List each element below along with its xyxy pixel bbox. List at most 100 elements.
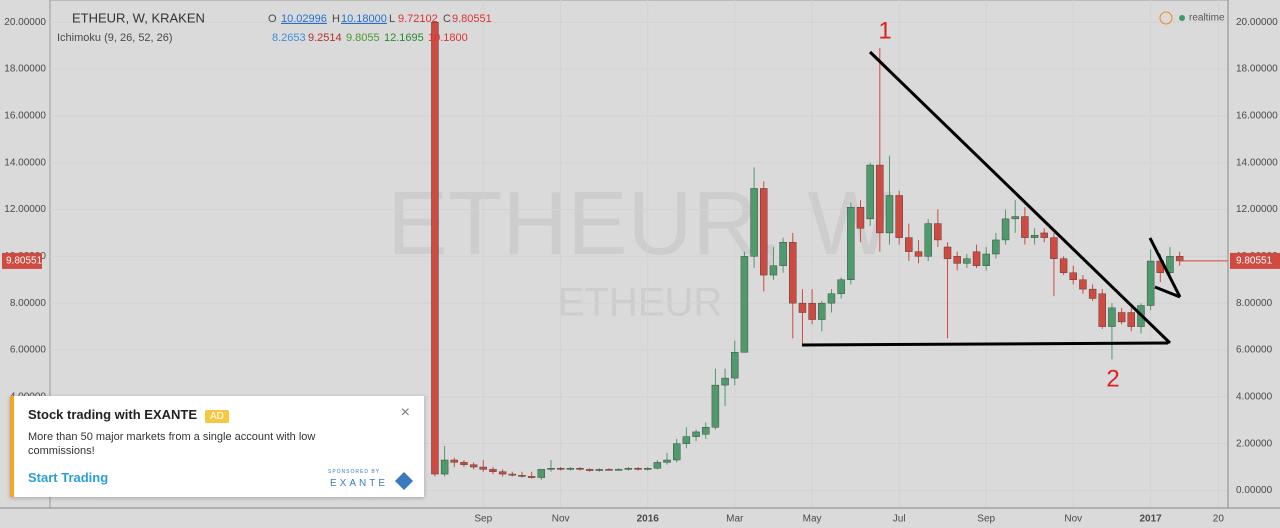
candle-body xyxy=(450,459,458,463)
candle-body xyxy=(711,384,720,428)
candle-body xyxy=(856,206,865,229)
candle-body xyxy=(1127,312,1135,327)
ohlc-label: C xyxy=(443,13,451,25)
price-tag-label: 9.80551 xyxy=(6,256,43,267)
close-button[interactable]: × xyxy=(400,404,410,421)
candle-body xyxy=(556,468,565,470)
candle-body xyxy=(595,469,604,471)
y-tick-label: 20.00000 xyxy=(4,17,46,28)
candle-body xyxy=(953,256,961,264)
candle-body xyxy=(1088,288,1097,299)
y-tick-label: 6.00000 xyxy=(1236,345,1273,356)
axes: 0.000000.000002.000002.000004.000004.000… xyxy=(2,17,1280,525)
candle-body xyxy=(740,256,749,353)
candle-body xyxy=(847,206,855,280)
candle-body xyxy=(537,469,546,478)
indicator-value: 9.8055 xyxy=(346,32,380,44)
candle-body xyxy=(934,223,942,241)
warning-icon[interactable] xyxy=(1159,11,1173,25)
brand: EXANTE xyxy=(329,478,388,489)
candle-body xyxy=(518,475,526,477)
candle-body xyxy=(527,476,536,478)
candle-body xyxy=(972,251,981,266)
y-tick-label: 4.00000 xyxy=(1236,391,1273,402)
x-tick-label: Nov xyxy=(552,514,570,525)
indicator-value: 10.1800 xyxy=(428,32,468,44)
y-tick-label: 16.00000 xyxy=(1236,111,1278,122)
trend-line xyxy=(1154,285,1181,299)
candle-body xyxy=(837,279,845,294)
candle-body xyxy=(469,464,478,468)
candle-body xyxy=(1059,258,1068,273)
candle-body xyxy=(702,427,710,435)
candle-body xyxy=(479,466,487,470)
candle-body xyxy=(508,473,517,476)
y-tick-label: 8.00000 xyxy=(10,298,47,309)
indicator-value: 12.1695 xyxy=(384,32,424,44)
ad-badge: AD xyxy=(205,410,229,423)
candle-body xyxy=(1146,260,1155,306)
y-tick-label: 12.00000 xyxy=(4,204,46,215)
y-tick-label: 16.00000 xyxy=(4,111,46,122)
candle-body xyxy=(943,246,952,259)
candle-body xyxy=(963,258,971,264)
x-tick-label: Sep xyxy=(977,514,995,525)
candle-body xyxy=(1079,279,1087,290)
annotation: 1 xyxy=(878,17,891,44)
trend-line xyxy=(868,50,1172,345)
status-dot xyxy=(1179,15,1185,21)
candle-body xyxy=(1069,272,1077,280)
brand-logo xyxy=(394,471,414,491)
x-tick-label: 2016 xyxy=(637,514,660,525)
candle-body xyxy=(692,431,700,437)
candle-body xyxy=(682,436,691,444)
ohlc-label: H xyxy=(332,13,340,25)
y-tick-label: 6.00000 xyxy=(10,345,47,356)
x-tick-label: Mar xyxy=(726,514,744,525)
candle-body xyxy=(460,462,468,465)
candle-body xyxy=(1166,256,1174,273)
y-tick-label: 2.00000 xyxy=(1236,438,1273,449)
candle-body xyxy=(876,164,884,234)
candle-body xyxy=(585,469,594,471)
candle-body xyxy=(644,468,652,470)
candle-body xyxy=(798,302,807,313)
indicator-value: 9.2514 xyxy=(308,32,342,44)
price-tag xyxy=(2,252,42,269)
candle-body xyxy=(779,242,787,266)
candle-body xyxy=(982,253,990,266)
candle-body xyxy=(769,265,778,276)
ad-popup: Stock trading with EXANTE AD × More than … xyxy=(10,396,424,497)
candle-body xyxy=(634,468,642,470)
annotation: 2 xyxy=(1106,365,1119,392)
candle-body xyxy=(498,471,507,475)
candle-body xyxy=(808,302,816,320)
status: realtime xyxy=(1189,13,1225,24)
candle-body xyxy=(905,237,913,252)
candle-body xyxy=(992,239,1000,255)
y-tick-label: 20.00000 xyxy=(1236,17,1278,28)
ohlc-label: L xyxy=(389,13,395,25)
ohlc-label: O xyxy=(268,13,277,25)
y-tick-label: 8.00000 xyxy=(1236,298,1273,309)
ad-body: More than 50 major markets from a single… xyxy=(28,431,316,457)
ohlc-value: 9.80551 xyxy=(452,13,492,25)
trend-line xyxy=(1148,237,1182,298)
candle-body xyxy=(1175,256,1184,262)
candle-body xyxy=(576,468,584,470)
candle-body xyxy=(624,468,633,470)
candle-body xyxy=(924,223,932,257)
cta-link[interactable]: Start Trading xyxy=(28,470,109,485)
support-line xyxy=(801,341,1169,347)
y-tick-label: 12.00000 xyxy=(1236,204,1278,215)
y-tick-label: 0.00000 xyxy=(1236,485,1273,496)
candle-body xyxy=(885,195,894,234)
candle-body xyxy=(750,188,758,257)
candle-body xyxy=(566,468,575,470)
watermark-sub: ETHEUR xyxy=(558,281,722,325)
candle-body xyxy=(914,251,923,257)
candle-body xyxy=(614,469,623,471)
ohlc-value: 10.02996 xyxy=(281,13,327,25)
x-tick-label: Nov xyxy=(1064,514,1082,525)
